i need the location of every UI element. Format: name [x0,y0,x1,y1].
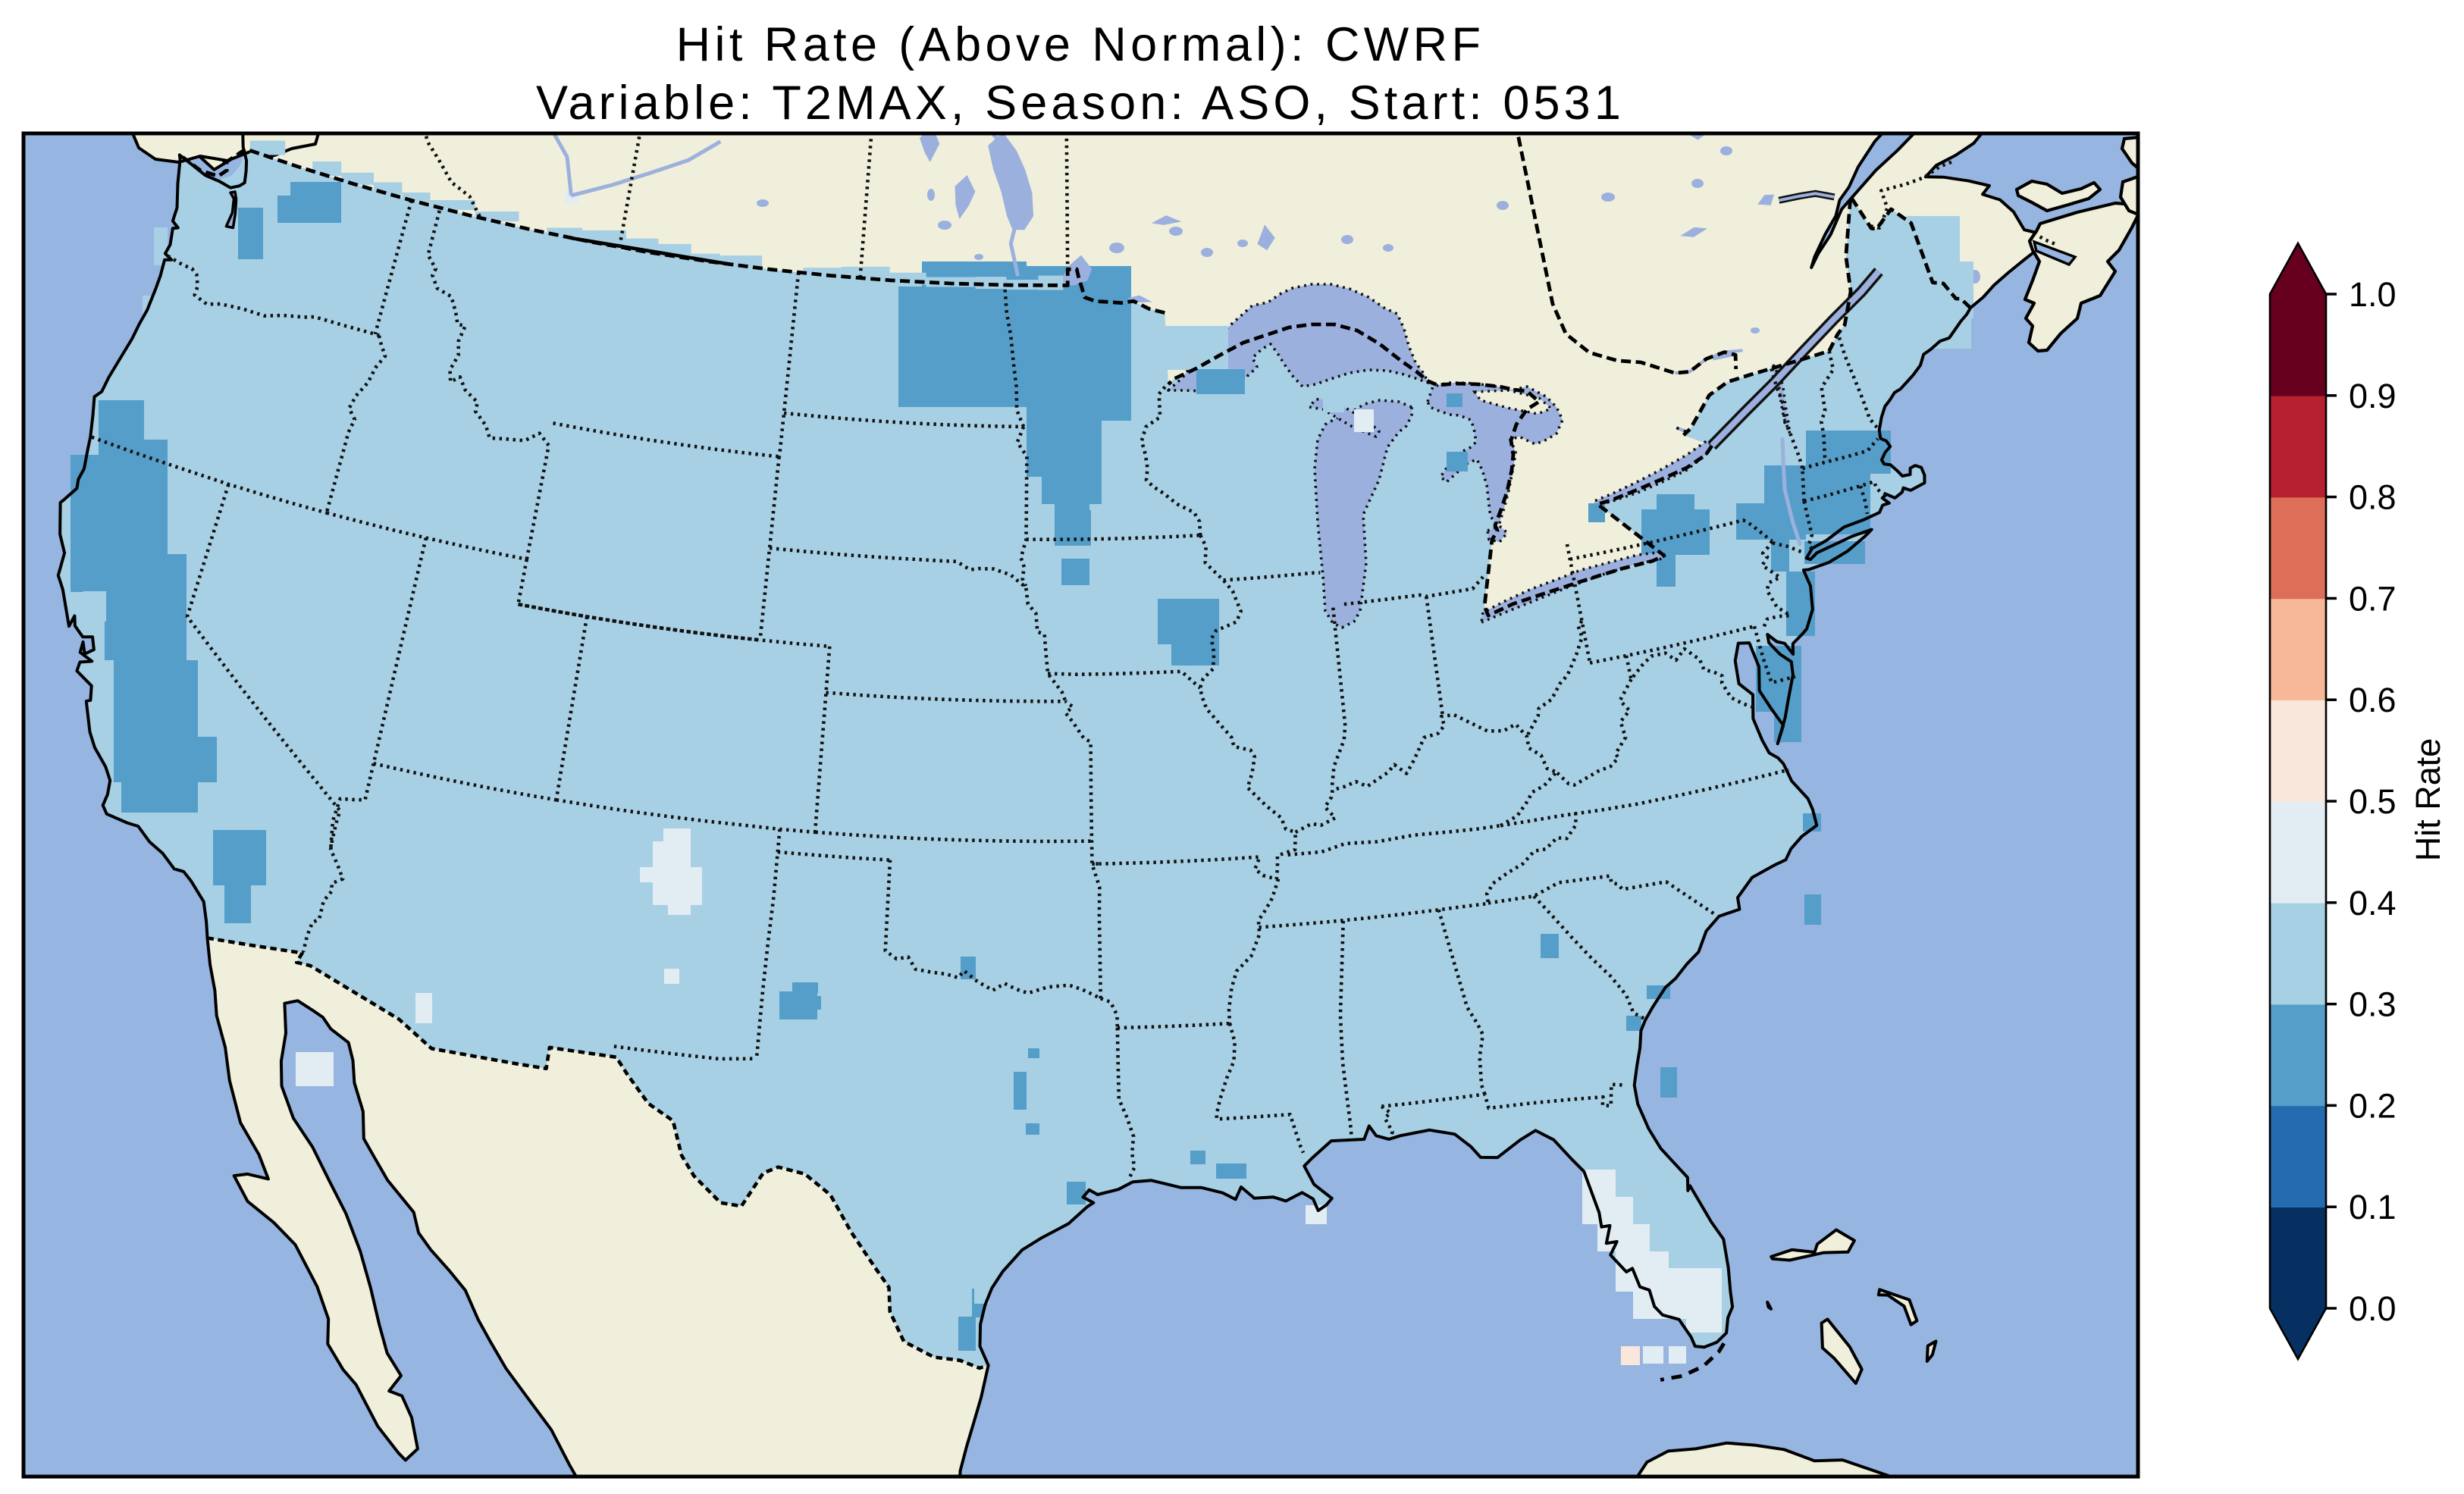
svg-text:0.0: 0.0 [2349,1289,2397,1328]
svg-text:0.1: 0.1 [2349,1188,2397,1226]
svg-text:0.3: 0.3 [2349,985,2397,1024]
svg-text:0.9: 0.9 [2349,377,2397,415]
svg-text:Variable: T2MAX, Season: ASO,: Variable: T2MAX, Season: ASO, Start: 053… [536,77,1625,130]
svg-text:0.4: 0.4 [2349,884,2397,922]
svg-text:Hit Rate (Above Normal): CWRF: Hit Rate (Above Normal): CWRF [676,18,1485,71]
svg-text:Hit Rate: Hit Rate [2409,738,2447,862]
svg-text:0.5: 0.5 [2349,782,2397,821]
svg-text:0.6: 0.6 [2349,681,2397,719]
svg-text:1.0: 1.0 [2349,275,2397,314]
svg-text:0.2: 0.2 [2349,1086,2397,1125]
svg-text:0.8: 0.8 [2349,478,2397,517]
svg-text:0.7: 0.7 [2349,579,2397,618]
